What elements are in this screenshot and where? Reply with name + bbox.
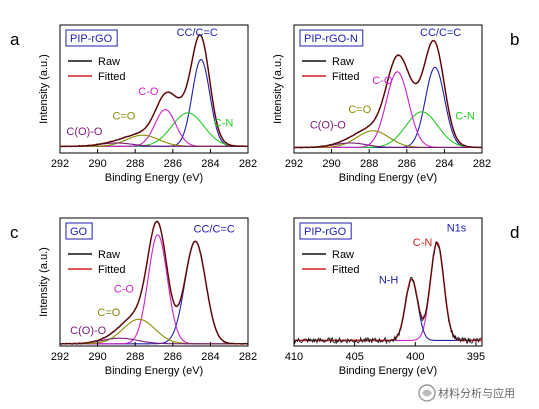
panel-letter: c <box>10 223 19 242</box>
panel-c: c 292 290 288 286 284 282 Binding Energy (eV) In… <box>10 217 257 377</box>
x-tick-label: 290 <box>88 158 106 170</box>
panel-a: a 292 290 288 286 284 282 Binding Energy (eV) In… <box>10 24 257 184</box>
peak-label: C-O <box>138 86 159 98</box>
x-tick-label: 292 <box>51 351 69 363</box>
curves <box>60 34 248 148</box>
raw-curve <box>60 220 248 345</box>
legend: Raw Fitted <box>68 56 126 83</box>
peak-label: C=O <box>348 104 371 116</box>
watermark: 材料分析与应用 <box>418 384 515 402</box>
x-tick-label: 282 <box>239 351 257 363</box>
panel-letter: a <box>10 30 20 49</box>
peak-label: CC/C=C <box>420 27 461 39</box>
watermark-text: 材料分析与应用 <box>438 386 515 400</box>
peak-label: C-N <box>455 111 475 123</box>
peak-label: C-N <box>214 117 234 129</box>
legend: Raw Fitted <box>302 56 360 83</box>
legend-label: Fitted <box>98 264 126 276</box>
legend: Raw Fitted <box>302 249 360 276</box>
x-tick-label: 282 <box>473 158 491 170</box>
x-tick-label: 284 <box>435 158 453 170</box>
y-axis-title: Intensity (a.u.) <box>38 247 50 317</box>
legend-label: Fitted <box>332 264 360 276</box>
x-tick-label: 288 <box>360 158 378 170</box>
raw-curve <box>60 34 248 148</box>
watermark-logo-icon <box>418 384 436 402</box>
x-tick-label: 292 <box>51 158 69 170</box>
y-axis-title: Intensity (a.u.) <box>38 54 50 124</box>
curves <box>294 39 482 149</box>
curves <box>60 220 248 345</box>
sample-label: GO <box>70 226 88 238</box>
x-tick-label: 282 <box>239 158 257 170</box>
raw-curve <box>294 241 482 345</box>
sample-label-frame <box>65 222 93 240</box>
x-tick-label: 284 <box>201 158 219 170</box>
sample-label-frame <box>65 29 118 47</box>
panel-b: b 292 290 288 286 284 282 Binding Energy (eV) In… <box>272 24 519 184</box>
peak-label: C=O <box>97 307 120 319</box>
sample-label: PIP-rGO <box>304 226 347 238</box>
x-tick-label: 284 <box>201 351 219 363</box>
sample-label-box: PIP-rGO-N <box>299 29 364 47</box>
sample-label-box: PIP-rGO <box>299 222 352 240</box>
sample-label: PIP-rGO-N <box>304 33 358 45</box>
plot-frame <box>59 217 249 347</box>
plot-frame <box>293 24 483 154</box>
plot-frame <box>293 217 483 347</box>
panel-letter: b <box>510 30 519 49</box>
panel-d: d 410 405 400 395 Binding Energy (eV) PIP-rGO R… <box>285 217 519 377</box>
x-tick-label: 290 <box>88 351 106 363</box>
peak-label: N-H <box>379 275 399 287</box>
peak-label: C=O <box>112 111 135 123</box>
y-axis-title: Intensity (a.u.) <box>272 54 284 124</box>
watermark-logo-mark <box>422 389 432 397</box>
peak-label: C-O <box>372 75 393 87</box>
raw-curve <box>294 40 482 149</box>
legend-label: Fitted <box>332 71 360 83</box>
x-axis-title: Binding Energy (eV) <box>339 172 437 184</box>
x-axis-title: Binding Energy (eV) <box>105 172 203 184</box>
panel-letter: d <box>510 223 519 242</box>
peak-label: CC/C=C <box>177 27 218 39</box>
peak-label: CC/C=C <box>194 223 235 235</box>
peak-label: C(O)-O <box>70 325 106 337</box>
x-axis-title: Binding Energy (eV) <box>105 365 203 377</box>
sample-label-frame <box>299 222 352 240</box>
x-tick-label: 286 <box>164 351 182 363</box>
x-tick-label: 286 <box>398 158 416 170</box>
x-tick-label: 286 <box>164 158 182 170</box>
legend: Raw Fitted <box>68 249 126 276</box>
sample-label: PIP-rGO <box>70 33 113 45</box>
legend-label: Raw <box>98 56 120 68</box>
panels: a 292 290 288 286 284 282 Binding Energy (eV) In… <box>10 24 519 377</box>
legend-label: Fitted <box>98 71 126 83</box>
x-axis-title: Binding Energy (eV) <box>339 365 437 377</box>
sample-label-frame <box>299 29 364 47</box>
legend-label: Raw <box>332 56 354 68</box>
legend-label: Raw <box>98 249 120 261</box>
x-tick-label: 290 <box>322 158 340 170</box>
sample-label-box: GO <box>65 222 93 240</box>
peak-label: C(O)-O <box>66 126 102 138</box>
legend-label: Raw <box>332 249 354 261</box>
x-tick-label: 410 <box>285 351 303 363</box>
plot-frame <box>59 24 249 154</box>
curves <box>294 241 482 345</box>
x-tick-label: 292 <box>285 158 303 170</box>
x-tick-label: 288 <box>126 351 144 363</box>
peak-label: C(O)-O <box>310 120 346 132</box>
peak-label: C-O <box>114 284 135 296</box>
x-tick-label: 405 <box>345 351 363 363</box>
x-tick-label: 288 <box>126 158 144 170</box>
x-tick-label: 400 <box>406 351 424 363</box>
annotation-label: N1s <box>447 222 467 234</box>
sample-label-box: PIP-rGO <box>65 29 118 47</box>
x-tick-label: 395 <box>467 351 485 363</box>
peak-label: C-N <box>413 237 433 249</box>
